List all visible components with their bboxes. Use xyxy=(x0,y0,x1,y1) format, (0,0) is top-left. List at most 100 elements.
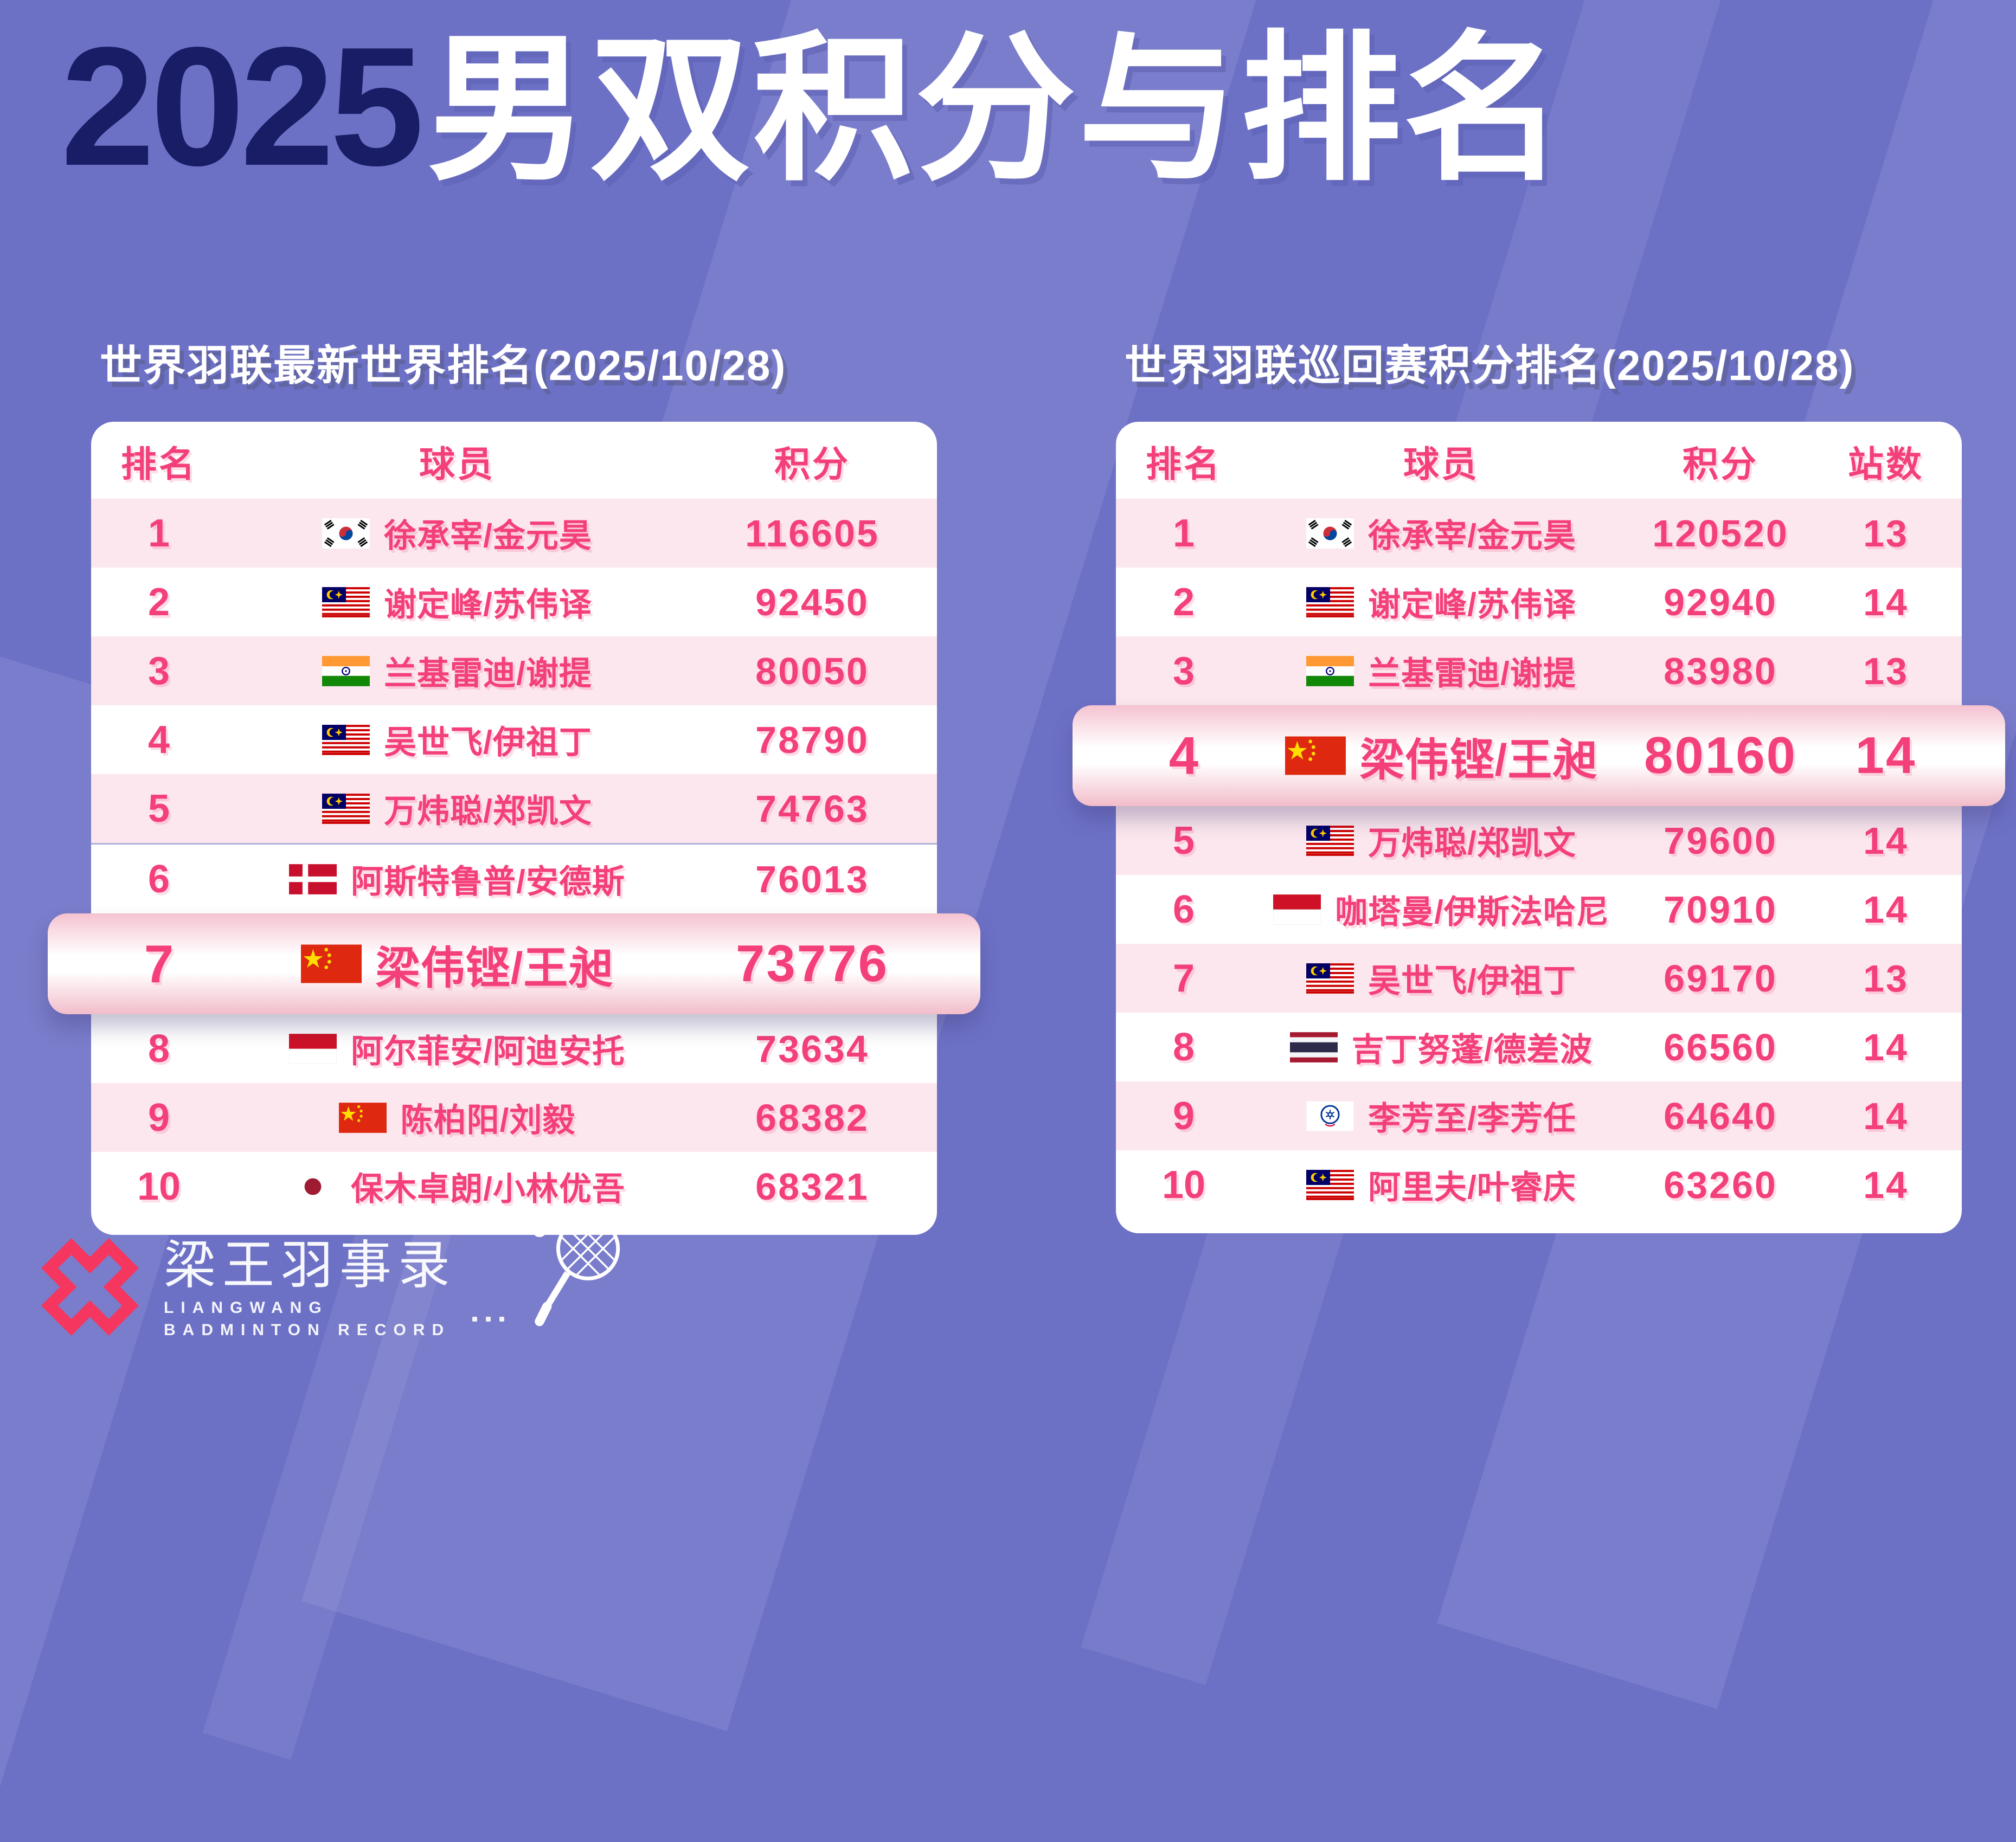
player-cell: 吉丁努蓬/德差波 xyxy=(1251,1023,1631,1071)
stops-cell: 14 xyxy=(1863,819,1909,862)
table-row: 3 兰基雷迪/谢提 83980 13 xyxy=(1116,636,1962,705)
brand-name-en: LIANGWANG BADMINTON RECORD xyxy=(164,1297,451,1341)
badminton-racket-icon xyxy=(516,1206,630,1341)
flag-my-icon xyxy=(322,724,370,755)
flag-my-icon xyxy=(1306,587,1354,617)
decor-dots xyxy=(218,1227,250,1232)
table-header: 排名 球员 积分 站数 xyxy=(1116,424,1962,499)
player-names: 阿斯特鲁普/安德斯 xyxy=(351,864,625,900)
camera-icon xyxy=(164,1202,204,1232)
player-cell: 兰基雷迪/谢提 xyxy=(1251,647,1631,694)
table-row: 10 阿里夫/叶睿庆 63260 14 xyxy=(1116,1150,1962,1219)
rank-cell: 10 xyxy=(1161,1163,1206,1207)
points-cell: 70910 xyxy=(1664,888,1777,931)
rank-cell: 1 xyxy=(147,511,170,555)
flag-th-icon xyxy=(1289,1032,1338,1062)
player-names: 阿里夫/叶睿庆 xyxy=(1368,1169,1576,1206)
player-names: 李芳至/李芳任 xyxy=(1368,1100,1576,1137)
player-cell: 兰基雷迪/谢提 xyxy=(227,647,688,694)
points-cell: 66560 xyxy=(1664,1026,1777,1068)
flag-cn-icon xyxy=(1285,736,1346,775)
player-cell: 吴世飞/伊祖丁 xyxy=(1251,955,1631,1002)
table-row: 9 李芳至/李芳任 64640 14 xyxy=(1116,1081,1962,1150)
player-names: 谢定峰/苏伟译 xyxy=(384,587,592,623)
player-names: 万炜聪/郑凯文 xyxy=(1368,825,1576,861)
flag-cn-icon xyxy=(338,1102,387,1133)
points-cell: 64640 xyxy=(1664,1094,1777,1137)
player-names: 吴世飞/伊祖丁 xyxy=(384,724,592,761)
stops-cell: 14 xyxy=(1863,888,1909,931)
player-cell: 咖塔曼/伊斯法哈尼 xyxy=(1251,886,1631,933)
table-row: 7 吴世飞/伊祖丁 69170 13 xyxy=(1116,944,1962,1013)
table-row: 6 咖塔曼/伊斯法哈尼 70910 14 xyxy=(1116,875,1962,944)
brand-name-en-line2: BADMINTON RECORD xyxy=(164,1321,451,1339)
flag-kr-icon xyxy=(1306,518,1354,549)
tour-ranking-panel: 世界羽联巡回赛积分排名(2025/10/28) 排名 球员 积分 站数 1 徐承… xyxy=(1073,332,2005,1233)
rank-cell: 8 xyxy=(1172,1025,1195,1069)
player-names: 阿尔菲安/阿迪安托 xyxy=(351,1033,625,1070)
player-names: 兰基雷迪/谢提 xyxy=(384,655,592,692)
tour-ranking-table: 排名 球员 积分 站数 1 徐承宰/金元昊 120520 13 2 谢定峰/苏伟… xyxy=(1073,422,2005,1233)
col-header-rank: 排名 xyxy=(1146,444,1222,484)
col-header-player: 球员 xyxy=(419,444,495,484)
player-cell: 保木卓朗/小林优吾 xyxy=(227,1163,688,1210)
player-cell: 阿斯特鲁普/安德斯 xyxy=(227,855,688,903)
col-header-rank: 排名 xyxy=(121,444,197,484)
table-row: 8 吉丁努蓬/德差波 66560 14 xyxy=(1116,1013,1962,1081)
flag-cn-icon xyxy=(300,944,362,983)
table-row: 10 保木卓朗/小林优吾 68321 xyxy=(91,1152,937,1221)
table-row: 8 阿尔菲安/阿迪安托 73634 xyxy=(91,1014,937,1083)
points-cell: 116605 xyxy=(745,512,879,555)
points-cell: 68321 xyxy=(755,1165,869,1208)
flag-in-icon xyxy=(322,655,370,686)
points-cell: 68382 xyxy=(755,1096,869,1139)
stops-cell: 14 xyxy=(1863,581,1909,623)
brand-logo: 梁王羽事录 LIANGWANG BADMINTON RECORD xyxy=(36,1202,630,1341)
table-header: 排名 球员 积分 xyxy=(91,424,937,499)
player-names: 陈柏阳/刘毅 xyxy=(400,1102,576,1138)
world-ranking-table: 排名 球员 积分 1 徐承宰/金元昊 116605 2 谢定峰/苏伟译 9245… xyxy=(48,422,980,1235)
highlighted-row: 7 梁伟铿/王昶 73776 xyxy=(48,913,980,1014)
rank-cell: 8 xyxy=(147,1027,170,1071)
rank-cell: 6 xyxy=(1172,887,1195,931)
col-header-player: 球员 xyxy=(1403,444,1479,484)
flag-my-icon xyxy=(1306,825,1354,856)
points-cell: 63260 xyxy=(1664,1163,1777,1206)
brand-name-cn: 梁王羽事录 xyxy=(164,1236,457,1294)
flag-id-icon xyxy=(289,1033,337,1064)
points-cell: 120520 xyxy=(1652,512,1789,555)
table-row: 3 兰基雷迪/谢提 80050 xyxy=(91,636,937,705)
points-cell: 73634 xyxy=(755,1027,869,1070)
flag-dk-icon xyxy=(289,864,337,894)
flag-tpe-icon xyxy=(1306,1100,1354,1131)
points-cell: 83980 xyxy=(1664,649,1777,692)
flag-my-icon xyxy=(1306,1169,1354,1200)
stops-cell: 14 xyxy=(1863,1094,1909,1137)
rank-cell: 1 xyxy=(1172,511,1195,555)
title-main: 男双积分与排名 xyxy=(427,20,1566,199)
rank-cell: 6 xyxy=(147,857,170,901)
rank-cell: 9 xyxy=(147,1096,170,1139)
flag-kr-icon xyxy=(322,518,370,549)
rank-cell: 4 xyxy=(1168,725,1199,785)
table-row: 2 谢定峰/苏伟译 92940 14 xyxy=(1116,568,1962,636)
table-row: 5 万炜聪/郑凯文 74763 xyxy=(91,774,937,843)
rank-cell: 3 xyxy=(147,649,170,693)
brand-text-block: 梁王羽事录 LIANGWANG BADMINTON RECORD xyxy=(164,1202,505,1341)
rank-cell: 7 xyxy=(144,933,174,994)
flag-jp-icon xyxy=(289,1171,337,1202)
points-cell: 78790 xyxy=(755,718,869,761)
player-names: 保木卓朗/小林优吾 xyxy=(351,1171,625,1207)
rank-cell: 3 xyxy=(1172,649,1195,693)
table-row: 6 阿斯特鲁普/安德斯 76013 xyxy=(91,843,937,913)
table-row: 1 徐承宰/金元昊 116605 xyxy=(91,499,937,568)
flag-id-icon xyxy=(1273,894,1321,925)
rank-cell: 7 xyxy=(1172,956,1195,1000)
player-cell: 阿尔菲安/阿迪安托 xyxy=(227,1025,688,1072)
player-cell: 万炜聪/郑凯文 xyxy=(1251,817,1631,864)
player-cell: 梁伟铿/王昶 xyxy=(1251,724,1631,788)
points-cell: 69170 xyxy=(1664,957,1777,1000)
flag-my-icon xyxy=(322,587,370,617)
rank-cell: 2 xyxy=(147,580,170,624)
brand-name-en-line1: LIANGWANG xyxy=(164,1299,329,1317)
